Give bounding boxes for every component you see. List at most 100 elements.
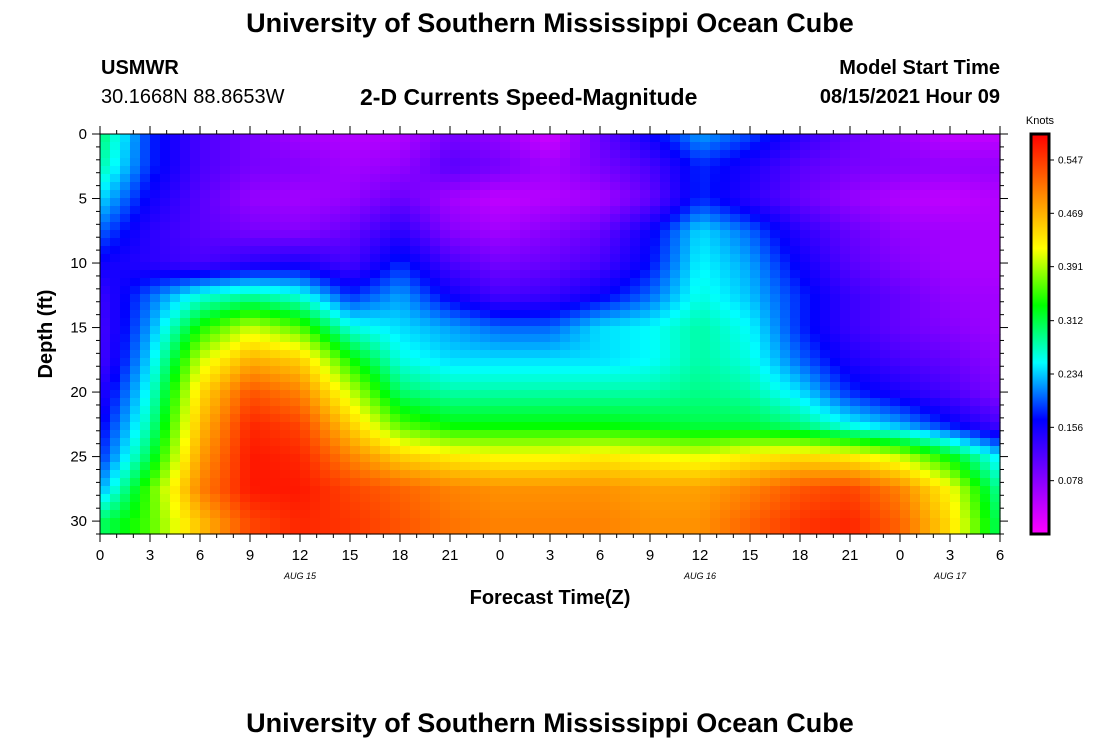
heatmap-cell	[390, 358, 401, 367]
heatmap-cell	[480, 462, 491, 471]
heatmap-cell	[800, 310, 811, 319]
x-tick-label: 0	[896, 547, 904, 564]
heatmap-cell	[610, 342, 621, 351]
heatmap-cell	[650, 350, 661, 359]
heatmap-cell	[580, 222, 591, 231]
heatmap-cell	[380, 390, 391, 399]
heatmap-cell	[250, 198, 261, 207]
heatmap-cell	[840, 502, 851, 511]
heatmap-cell	[430, 294, 441, 303]
heatmap-cell	[110, 262, 121, 271]
heatmap-cell	[450, 254, 461, 263]
heatmap-cell	[330, 262, 341, 271]
heatmap-cell	[130, 294, 141, 303]
heatmap-cell	[700, 462, 711, 471]
heatmap-cell	[730, 470, 741, 479]
heatmap-cell	[540, 358, 551, 367]
heatmap-cell	[390, 350, 401, 359]
heatmap-cell	[710, 382, 721, 391]
heatmap-cell	[910, 438, 921, 447]
heatmap-cell	[440, 150, 451, 159]
heatmap-cell	[490, 366, 501, 375]
heatmap-cell	[640, 382, 651, 391]
heatmap-cell	[750, 350, 761, 359]
heatmap-cell	[160, 462, 171, 471]
heatmap-cell	[940, 486, 951, 495]
heatmap-cell	[150, 318, 161, 327]
heatmap-cell	[180, 286, 191, 295]
heatmap-cell	[540, 326, 551, 335]
heatmap-cell	[470, 254, 481, 263]
heatmap-cell	[130, 486, 141, 495]
heatmap-cell	[250, 246, 261, 255]
heatmap-cell	[380, 470, 391, 479]
heatmap-cell	[720, 518, 731, 527]
heatmap-cell	[910, 414, 921, 423]
heatmap-cell	[480, 166, 491, 175]
heatmap-cell	[790, 294, 801, 303]
heatmap-cell	[930, 326, 941, 335]
heatmap-cell	[860, 190, 871, 199]
heatmap-cell	[920, 302, 931, 311]
heatmap-cell	[840, 294, 851, 303]
heatmap-cell	[440, 454, 451, 463]
heatmap-cell	[380, 230, 391, 239]
heatmap-cell	[290, 222, 301, 231]
heatmap-cell	[550, 262, 561, 271]
heatmap-cell	[910, 150, 921, 159]
heatmap-cell	[490, 518, 501, 527]
heatmap-cell	[600, 414, 611, 423]
heatmap-cell	[940, 446, 951, 455]
heatmap-cell	[770, 446, 781, 455]
heatmap-cell	[750, 518, 761, 527]
heatmap-cell	[880, 238, 891, 247]
heatmap-cell	[910, 294, 921, 303]
heatmap-cell	[400, 350, 411, 359]
heatmap-cell	[340, 318, 351, 327]
heatmap-cell	[400, 278, 411, 287]
heatmap-cell	[990, 494, 1001, 503]
heatmap-cell	[480, 214, 491, 223]
heatmap-cell	[100, 390, 111, 399]
heatmap-cell	[260, 166, 271, 175]
heatmap-cell	[180, 470, 191, 479]
heatmap-cell	[630, 270, 641, 279]
heatmap-cell	[350, 422, 361, 431]
heatmap-cell	[700, 286, 711, 295]
heatmap-cell	[690, 510, 701, 519]
heatmap-cell	[400, 142, 411, 151]
heatmap-cell	[220, 374, 231, 383]
heatmap-cell	[910, 190, 921, 199]
heatmap-cell	[440, 254, 451, 263]
heatmap-cell	[520, 518, 531, 527]
heatmap-cell	[260, 446, 271, 455]
heatmap-cell	[960, 518, 971, 527]
heatmap-cell	[150, 326, 161, 335]
heatmap-cell	[660, 342, 671, 351]
heatmap-cell	[650, 166, 661, 175]
heatmap-cell	[320, 198, 331, 207]
heatmap-cell	[620, 382, 631, 391]
heatmap-cell	[790, 262, 801, 271]
heatmap-cell	[680, 254, 691, 263]
heatmap-cell	[240, 166, 251, 175]
heatmap-cell	[510, 438, 521, 447]
heatmap-cell	[440, 230, 451, 239]
heatmap-cell	[860, 302, 871, 311]
heatmap-cell	[420, 486, 431, 495]
heatmap-cell	[930, 334, 941, 343]
heatmap-cell	[350, 334, 361, 343]
heatmap-cell	[700, 478, 711, 487]
heatmap-cell	[900, 222, 911, 231]
heatmap-cell	[430, 350, 441, 359]
heatmap-cell	[420, 446, 431, 455]
heatmap-cell	[590, 446, 601, 455]
heatmap-cell	[880, 278, 891, 287]
heatmap-cell	[370, 486, 381, 495]
heatmap-cell	[300, 342, 311, 351]
heatmap-cell	[530, 398, 541, 407]
heatmap-cell	[490, 214, 501, 223]
heatmap-cell	[370, 414, 381, 423]
heatmap-cell	[430, 446, 441, 455]
heatmap-cell	[410, 486, 421, 495]
